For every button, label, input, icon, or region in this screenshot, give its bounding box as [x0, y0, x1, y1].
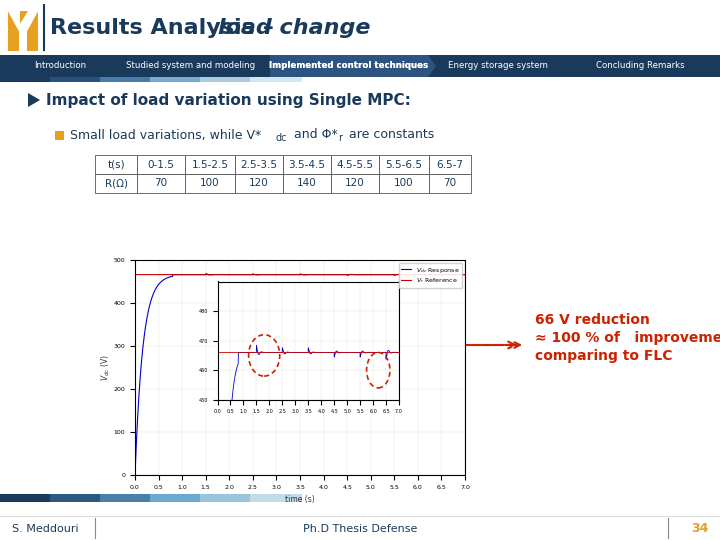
Bar [331, 155, 379, 174]
Bar [283, 174, 331, 193]
Text: S. Meddouri: S. Meddouri [12, 524, 78, 534]
Text: R(Ω): R(Ω) [104, 179, 127, 188]
Bar [250, 494, 302, 502]
Polygon shape [8, 11, 38, 51]
Bar [200, 77, 252, 82]
Text: Impact of load variation using Single MPC:: Impact of load variation using Single MP… [46, 92, 411, 107]
Text: 70: 70 [154, 179, 168, 188]
$V_{dc}$ Response [292, 272, 300, 278]
Text: Energy storage system: Energy storage system [448, 62, 547, 71]
Legend: $V_{dc}$ Response, $V_r$ Reference: $V_{dc}$ Response, $V_r$ Reference [399, 263, 462, 288]
Text: 120: 120 [249, 179, 269, 188]
Text: comparing to FLC: comparing to FLC [535, 349, 672, 363]
Text: Studied system and modeling: Studied system and modeling [126, 62, 255, 71]
Text: 140: 140 [297, 179, 317, 188]
Bar [8, 11, 38, 51]
Bar [95, 174, 137, 193]
$V_r$ Reference [291, 272, 300, 278]
$V_{dc}$ Response [148, 295, 156, 301]
Text: t(s): t(s) [107, 159, 125, 170]
Text: load change: load change [218, 17, 371, 37]
Bar [0, 494, 52, 502]
$V_r$ Reference [451, 272, 460, 278]
Text: Implemented control techniques: Implemented control techniques [269, 62, 428, 71]
Bar [235, 174, 283, 193]
Text: Ph.D Thesis Defense: Ph.D Thesis Defense [303, 524, 417, 534]
Bar [137, 174, 185, 193]
Text: Concluding Remarks: Concluding Remarks [595, 62, 684, 71]
Text: 100: 100 [200, 179, 220, 188]
Text: Small load variations, while V*: Small load variations, while V* [70, 129, 261, 141]
Text: 66 V reduction: 66 V reduction [535, 313, 650, 327]
Text: 1.5-2.5: 1.5-2.5 [192, 159, 228, 170]
X-axis label: time (s): time (s) [285, 495, 315, 504]
Text: 4.5-5.5: 4.5-5.5 [336, 159, 374, 170]
Polygon shape [8, 11, 38, 51]
Bar [50, 494, 102, 502]
Bar [185, 174, 235, 193]
Polygon shape [428, 55, 436, 77]
Text: 0-1.5: 0-1.5 [148, 159, 174, 170]
Text: 120: 120 [345, 179, 365, 188]
Bar [8, 11, 38, 51]
$V_{dc}$ Response [131, 472, 140, 478]
Text: dc: dc [276, 133, 287, 143]
Bar [137, 155, 185, 174]
Bar [55, 131, 64, 139]
$V_{dc}$ Response [461, 272, 469, 278]
Text: ≈ 100 % of   improvement: ≈ 100 % of improvement [535, 331, 720, 345]
Bar [283, 155, 331, 174]
Text: 70: 70 [444, 179, 456, 188]
Bar [100, 494, 152, 502]
Bar [250, 77, 302, 82]
Bar [100, 77, 152, 82]
$V_r$ Reference [148, 272, 156, 278]
Text: 3.5-4.5: 3.5-4.5 [289, 159, 325, 170]
Text: 2.5-3.5: 2.5-3.5 [240, 159, 277, 170]
Line: $V_{dc}$ Response: $V_{dc}$ Response [135, 274, 465, 475]
Bar [150, 77, 202, 82]
$V_{dc}$ Response [451, 272, 460, 278]
Text: r: r [338, 133, 342, 143]
Text: Results Analysis –: Results Analysis – [50, 17, 282, 37]
Polygon shape [28, 93, 40, 107]
$V_r$ Reference [451, 272, 459, 278]
Bar [429, 174, 471, 193]
Bar [379, 155, 429, 174]
Bar [150, 494, 202, 502]
Bar [50, 77, 102, 82]
Text: 34: 34 [691, 523, 708, 536]
Text: Implemented control techniques: Implemented control techniques [269, 62, 428, 71]
Bar [379, 174, 429, 193]
Bar [0, 0, 720, 55]
$V_{dc}$ Response [282, 272, 291, 278]
$V_r$ Reference [131, 272, 140, 278]
$V_r$ Reference [390, 272, 399, 278]
Bar [235, 155, 283, 174]
Text: are constants: are constants [345, 129, 434, 141]
$V_r$ Reference [282, 272, 291, 278]
Text: 6.5-7: 6.5-7 [436, 159, 464, 170]
Bar [185, 155, 235, 174]
Bar [95, 155, 137, 174]
Y-axis label: $V_{dc}$ (V): $V_{dc}$ (V) [99, 354, 112, 381]
Bar [0, 77, 52, 82]
$V_{dc}$ Response [451, 272, 460, 278]
Text: Introduction: Introduction [34, 62, 86, 71]
Text: and Φ*: and Φ* [290, 129, 338, 141]
Bar [200, 494, 252, 502]
$V_{dc}$ Response [202, 271, 210, 277]
$V_r$ Reference [461, 272, 469, 278]
Bar [429, 155, 471, 174]
Bar [270, 55, 428, 77]
Bar [0, 55, 720, 77]
Bar [331, 174, 379, 193]
$V_{dc}$ Response [391, 272, 400, 279]
Text: 100: 100 [394, 179, 414, 188]
Text: 5.5-6.5: 5.5-6.5 [385, 159, 423, 170]
Bar [0, 516, 720, 540]
